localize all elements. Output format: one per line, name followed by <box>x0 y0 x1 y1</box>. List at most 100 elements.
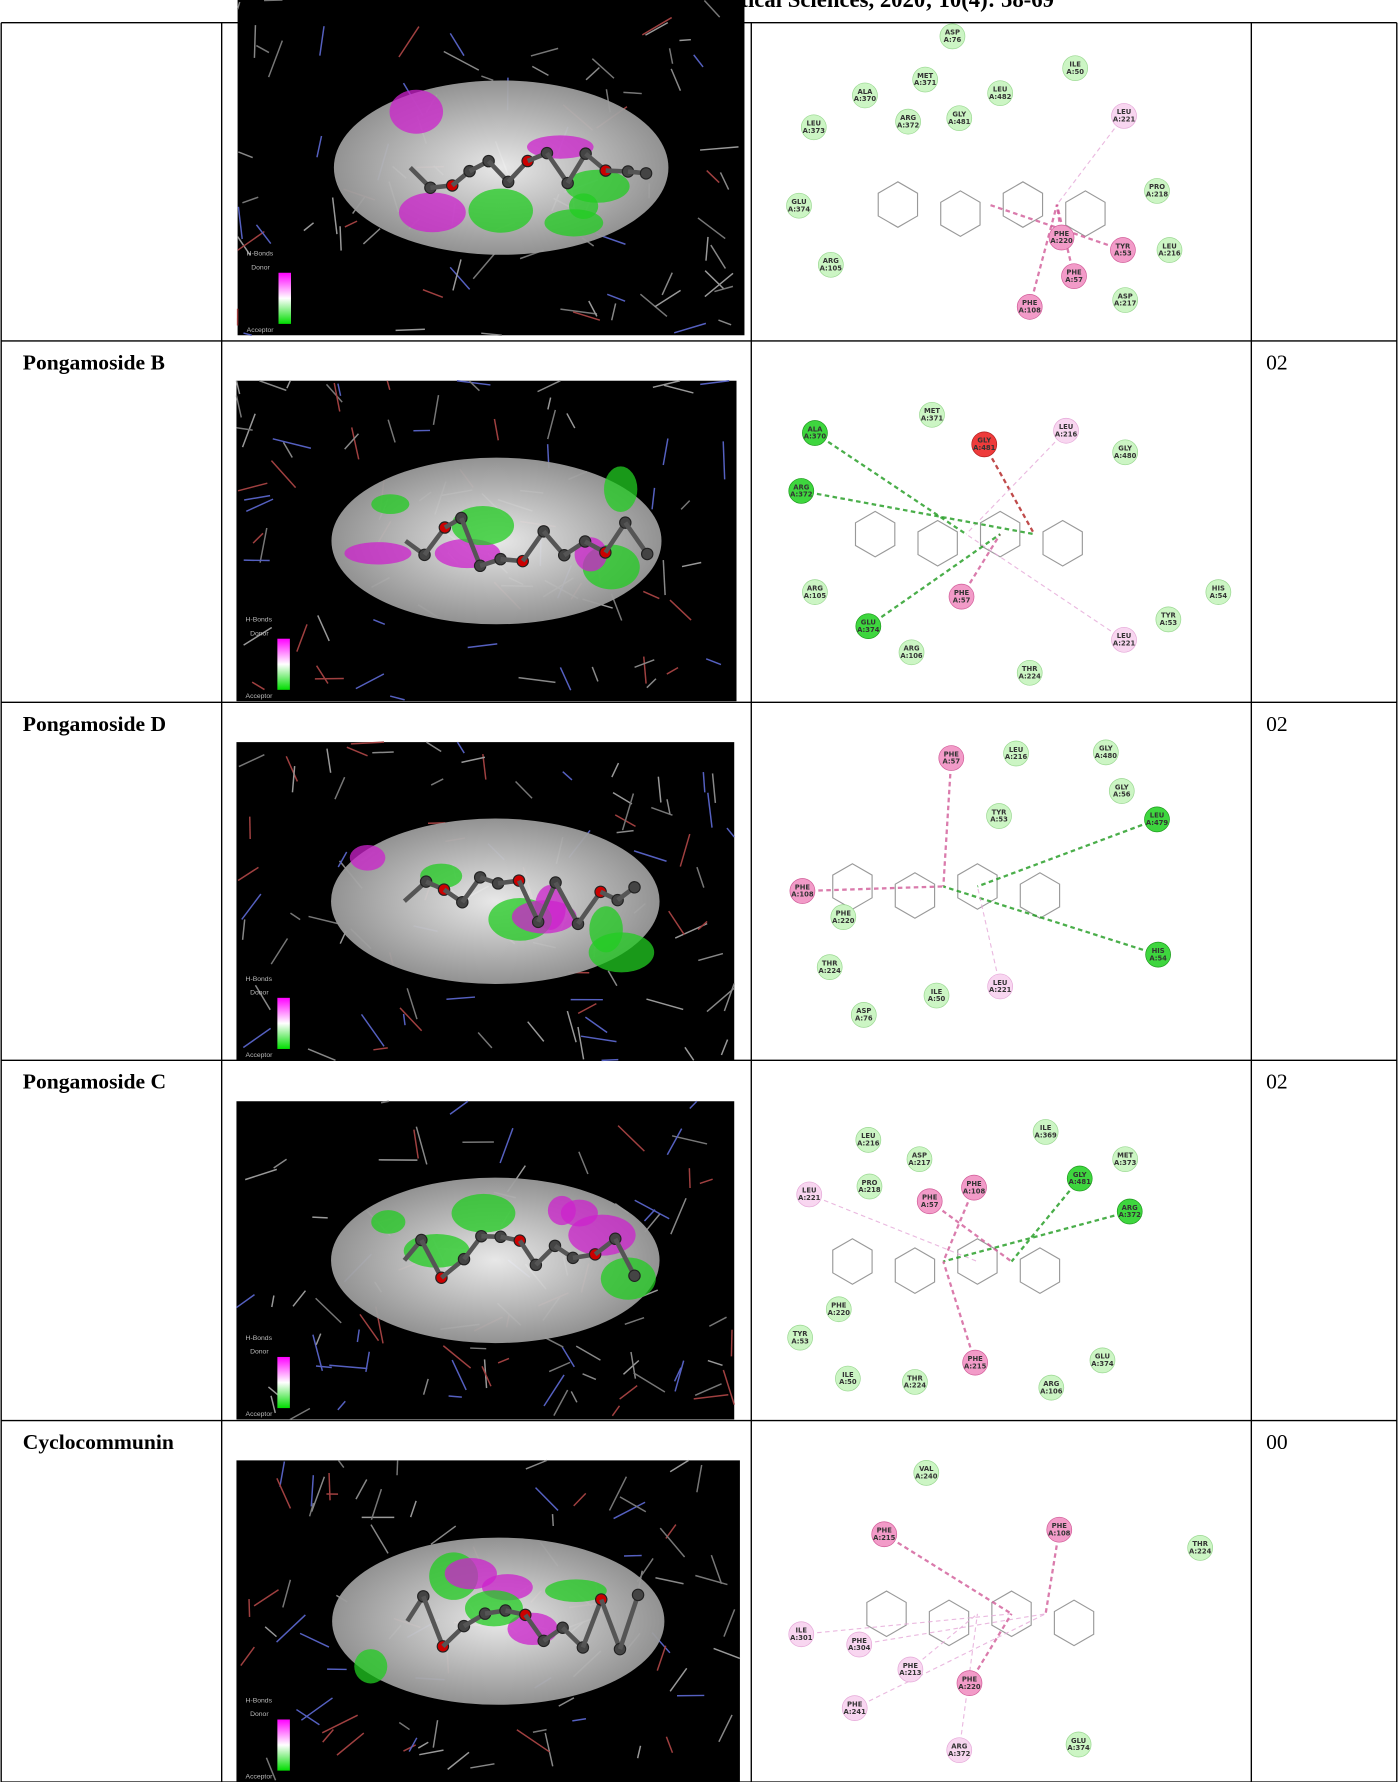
residue-stick <box>372 752 393 753</box>
docking-3d-image: H-Bonds Donor Acceptor <box>236 381 736 701</box>
legend-gradient-bar <box>277 639 290 690</box>
legend-donor: Donor <box>250 1711 269 1718</box>
ring <box>1020 1248 1059 1293</box>
surface-patch <box>371 1210 405 1234</box>
surface-patch <box>399 193 466 233</box>
residue-position: A:374 <box>857 626 880 634</box>
residue-position: A:218 <box>1146 191 1169 199</box>
interaction-line <box>884 1534 1011 1614</box>
residue-position: A:220 <box>1050 237 1073 245</box>
residue-position: A:50 <box>839 1378 857 1386</box>
residue-position: A:240 <box>915 1473 938 1481</box>
legend-acceptor: Acceptor <box>246 1774 274 1781</box>
residue-position: A:224 <box>1019 672 1042 680</box>
residue-position: A:221 <box>989 986 1012 994</box>
interaction-line <box>855 1614 1046 1708</box>
residue-position: A:374 <box>1091 1360 1114 1368</box>
surface-patch <box>452 1194 516 1233</box>
residue-position: A:371 <box>914 79 937 87</box>
residue-position: A:217 <box>908 1159 931 1167</box>
residue-position: A:108 <box>1019 307 1042 315</box>
residue-stick <box>254 25 255 58</box>
interaction-line <box>809 1194 977 1261</box>
residue-stick <box>602 1060 619 1061</box>
interaction-line <box>815 433 966 534</box>
residue-position: A:372 <box>948 1750 971 1758</box>
docking-3d-image: H-BondsDonorAcceptor <box>236 742 734 1060</box>
surface-patch <box>390 90 444 134</box>
residue-position: A:216 <box>1005 753 1028 761</box>
interaction-line <box>943 1211 1129 1261</box>
ring <box>918 521 957 566</box>
residue-position: A:57 <box>921 1201 939 1209</box>
compound-name: Cyclocommunin <box>23 1430 174 1454</box>
interaction-line <box>943 886 1158 954</box>
residue-position: A:216 <box>1158 250 1181 258</box>
residue-position: A:57 <box>1065 276 1083 284</box>
residue-position: A:369 <box>1034 1132 1057 1140</box>
ligand-atom <box>629 1270 640 1281</box>
residue-position: A:373 <box>803 127 826 135</box>
residue-position: A:301 <box>790 1634 813 1642</box>
residue-position: A:53 <box>1160 619 1178 627</box>
residue-position: A:370 <box>854 95 877 103</box>
residue-position: A:218 <box>858 1186 881 1194</box>
surface-patch <box>569 193 598 219</box>
residue-position: A:53 <box>791 1337 809 1345</box>
interaction-line <box>802 886 943 891</box>
residue-stick <box>329 1473 330 1500</box>
residue-position: A:105 <box>804 592 827 600</box>
legend-donor: Donor <box>250 1349 269 1356</box>
residue-position: A:221 <box>1113 640 1136 648</box>
legend-gradient-bar <box>277 998 290 1049</box>
page: {"header":{"title":"Indo Global Journal … <box>0 0 1398 1782</box>
residue-position: A:224 <box>904 1382 927 1390</box>
legend-acceptor: Acceptor <box>246 693 274 700</box>
residue-stick <box>470 1348 486 1349</box>
legend-gradient-bar <box>279 273 292 324</box>
legend-acceptor: Acceptor <box>246 1052 274 1059</box>
legend-title: H-Bonds <box>246 617 273 624</box>
residue-position: A:481 <box>973 444 996 452</box>
residue-position: A:481 <box>948 118 971 126</box>
interaction-diagram: ASPA:76ILEA:50META:371ALAA:370LEUA:482AR… <box>787 24 1182 319</box>
residue-stick <box>679 40 690 41</box>
score: 02 <box>1266 350 1288 374</box>
residue-position: A:50 <box>928 995 946 1003</box>
interaction-line <box>859 1614 1045 1645</box>
ring <box>867 1591 906 1636</box>
residue-position: A:374 <box>1067 1744 1090 1752</box>
legend-acceptor: Acceptor <box>246 1411 274 1418</box>
legend-donor: Donor <box>251 264 270 271</box>
score: 02 <box>1266 712 1288 736</box>
interaction-line <box>1030 205 1057 307</box>
residue-position: A:221 <box>1113 116 1136 124</box>
interaction-line <box>868 534 1000 626</box>
surface-patch <box>344 542 411 564</box>
surface-patch <box>548 1196 576 1225</box>
surface-patch <box>589 932 655 972</box>
residue-stick <box>249 1599 250 1617</box>
ring <box>1043 521 1082 566</box>
interaction-line <box>1012 1179 1080 1262</box>
legend-donor: Donor <box>250 630 269 637</box>
residue-position: A:481 <box>1069 1178 1092 1186</box>
ring <box>1054 1600 1093 1645</box>
residue-position: A:241 <box>844 1708 867 1716</box>
interaction-diagram: PHEA:57LEUA:216GLYA:480GLYA:56LEUA:479TY… <box>790 740 1171 1028</box>
document: Indo Global Journal of Pharmaceutical Sc… <box>0 0 1398 1782</box>
surface-patch <box>350 845 386 871</box>
surface-patch <box>371 494 409 514</box>
residue-position: A:56 <box>1113 791 1131 799</box>
residue-position: A:220 <box>828 1309 851 1317</box>
residue-position: A:371 <box>921 414 944 422</box>
residue-position: A:372 <box>897 121 920 129</box>
legend-gradient-bar <box>277 1719 290 1770</box>
residue-position: A:482 <box>989 93 1012 101</box>
residue-position: A:221 <box>798 1194 821 1202</box>
ring <box>895 873 934 918</box>
residue-position: A:217 <box>1114 300 1137 308</box>
compound-name: Pongamoside C <box>23 1070 166 1094</box>
residue-stick <box>340 226 341 250</box>
residue-position: A:105 <box>820 264 843 272</box>
